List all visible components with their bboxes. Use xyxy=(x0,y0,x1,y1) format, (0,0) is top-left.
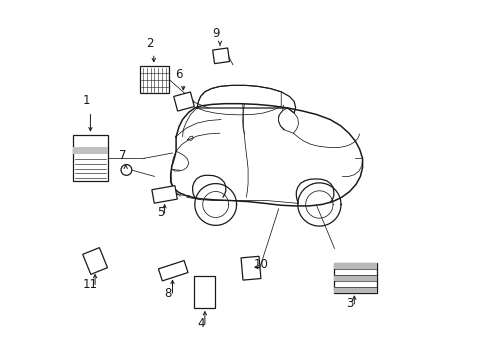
Text: 10: 10 xyxy=(253,258,267,271)
Text: 6: 6 xyxy=(175,68,183,81)
Bar xyxy=(333,263,376,269)
Bar xyxy=(333,263,376,293)
Text: 2: 2 xyxy=(146,37,154,50)
Text: 11: 11 xyxy=(83,278,98,291)
Circle shape xyxy=(121,165,132,175)
Bar xyxy=(140,66,169,93)
Text: 7: 7 xyxy=(119,149,126,162)
Bar xyxy=(73,147,107,154)
Text: 9: 9 xyxy=(211,27,219,40)
Text: 3: 3 xyxy=(345,297,353,310)
Text: 5: 5 xyxy=(157,206,164,219)
Bar xyxy=(333,287,376,293)
Polygon shape xyxy=(82,248,107,274)
Bar xyxy=(333,275,376,281)
Polygon shape xyxy=(173,92,194,111)
Text: 4: 4 xyxy=(197,318,204,330)
Polygon shape xyxy=(152,186,177,203)
Bar xyxy=(194,276,215,308)
Text: 8: 8 xyxy=(164,287,171,300)
Text: 1: 1 xyxy=(83,94,90,107)
Polygon shape xyxy=(212,48,229,64)
Bar xyxy=(73,135,107,181)
Polygon shape xyxy=(241,256,261,280)
Polygon shape xyxy=(158,261,187,281)
